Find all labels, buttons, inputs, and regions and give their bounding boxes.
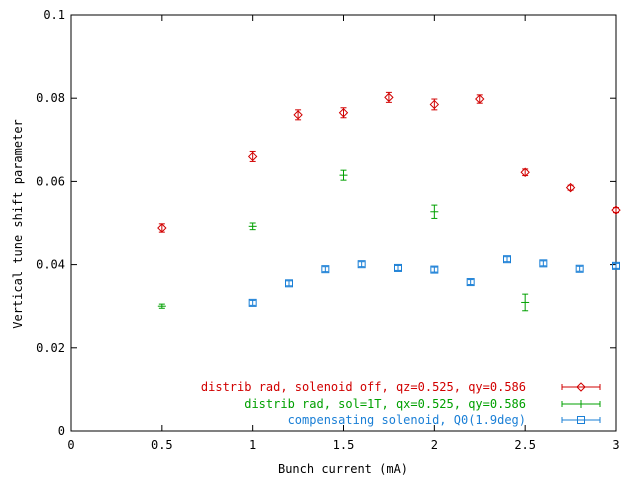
data-point <box>611 205 621 215</box>
x-tick-label: 1 <box>249 438 256 452</box>
plot-border <box>70 14 617 432</box>
data-point <box>503 255 511 264</box>
x-axis-label: Bunch current (mA) <box>278 462 408 476</box>
data-point <box>565 182 576 193</box>
data-point <box>394 263 402 272</box>
data-point <box>612 261 620 270</box>
legend-label: distrib rad, solenoid off, qz=0.525, qy=… <box>201 380 526 394</box>
y-tick-label: 0.1 <box>43 8 65 22</box>
x-tick-label: 0 <box>67 438 74 452</box>
plot-frame <box>70 14 617 432</box>
data-point <box>539 259 548 268</box>
y-tick-label: 0.08 <box>36 91 65 105</box>
y-tick-label: 0.06 <box>36 174 65 188</box>
series-layer <box>157 91 621 312</box>
legend-label: compensating solenoid, Q0(1.9deg) <box>288 413 526 427</box>
y-tick-label: 0.04 <box>36 258 65 272</box>
data-point <box>430 265 439 274</box>
data-point <box>475 94 485 104</box>
data-point <box>466 278 475 287</box>
data-point <box>338 108 349 118</box>
x-tick-label: 2.5 <box>514 438 536 452</box>
data-point <box>520 167 530 177</box>
x-tick-label: 2 <box>431 438 438 452</box>
data-point <box>384 92 394 103</box>
data-point <box>248 298 257 307</box>
series-3 <box>248 255 620 307</box>
data-point <box>285 279 293 288</box>
x-axis-ticks: 0 0.5 1 1.5 2 2.5 3 <box>67 15 620 452</box>
x-tick-label: 0.5 <box>151 438 173 452</box>
data-point <box>247 151 258 162</box>
data-point <box>429 99 440 110</box>
y-tick-label: 0 <box>58 424 65 438</box>
data-point <box>293 110 303 120</box>
legend-marker <box>577 416 585 424</box>
data-point <box>357 260 366 269</box>
legend-marker <box>576 382 586 392</box>
data-point <box>575 264 584 273</box>
legend-label: distrib rad, sol=1T, qx=0.525, qy=0.586 <box>244 397 526 411</box>
y-tick-label: 0.02 <box>36 341 65 355</box>
legend: distrib rad, solenoid off, qz=0.525, qy=… <box>201 380 601 427</box>
x-tick-label: 1.5 <box>333 438 355 452</box>
series-1 <box>157 91 621 233</box>
data-point <box>157 223 167 233</box>
series-2 <box>157 169 530 312</box>
x-tick-label: 3 <box>612 438 619 452</box>
y-axis-label: Vertical tune shift parameter <box>11 119 25 329</box>
data-point <box>321 265 330 274</box>
y-axis-ticks: 0 0.02 0.04 0.06 0.08 0.1 <box>36 8 616 438</box>
